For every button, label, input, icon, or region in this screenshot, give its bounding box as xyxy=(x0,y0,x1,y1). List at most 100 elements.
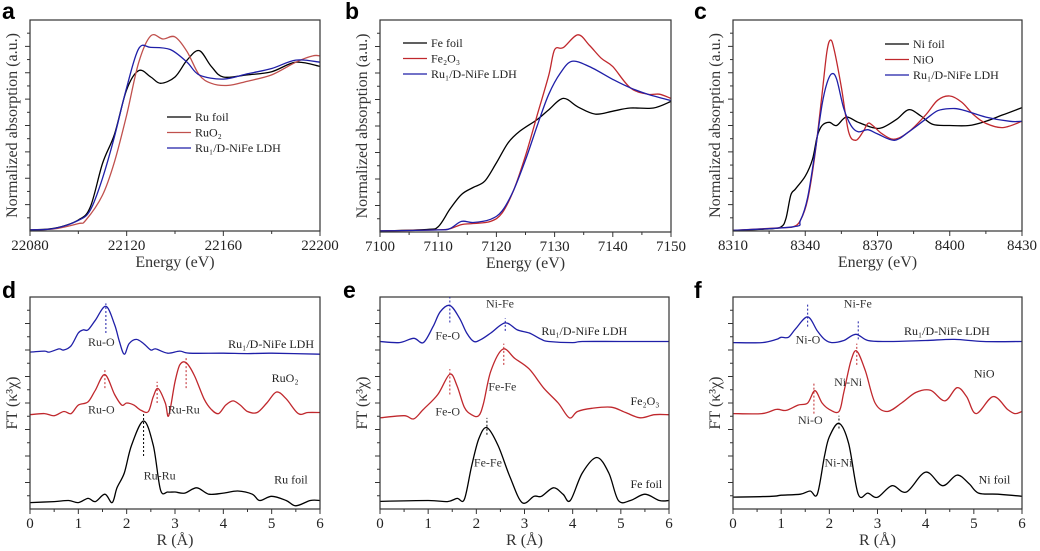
x-axis-label: Energy (eV) xyxy=(486,255,565,272)
legend-label: Fe₂O₃ xyxy=(431,52,460,66)
panel-letter: d xyxy=(2,277,16,303)
x-tick-label: 3 xyxy=(874,516,882,532)
panel-letter: f xyxy=(694,277,702,303)
legend-label: Ni foil xyxy=(913,37,945,51)
legend-label: NiO xyxy=(913,53,934,67)
x-tick-label: 7140 xyxy=(598,239,628,255)
series-line-2 xyxy=(29,420,321,507)
bond-annotation: Ni-Fe xyxy=(486,297,514,311)
bond-annotation: Fe-O xyxy=(435,405,460,419)
x-tick-label: 0 xyxy=(729,516,737,532)
x-tick-label: 6 xyxy=(665,516,673,532)
x-tick-label: 2 xyxy=(826,516,834,532)
x-tick-label: 7130 xyxy=(540,239,570,255)
panel-letter: c xyxy=(694,0,707,24)
panel-letter: a xyxy=(2,0,15,24)
series-line-2 xyxy=(29,44,321,231)
x-tick-label: 7100 xyxy=(365,239,395,255)
series-line-2 xyxy=(732,422,1023,499)
x-tick-label: 22080 xyxy=(11,238,49,254)
x-tick-label: 6 xyxy=(1018,516,1026,532)
bond-annotation: Fe-Fe xyxy=(474,456,502,470)
x-tick-label: 4 xyxy=(922,516,930,532)
series-line-2 xyxy=(732,72,1023,232)
series-label: Ru₁/D-NiFe LDH xyxy=(541,324,627,338)
x-tick-label: 8400 xyxy=(935,238,965,254)
y-axis-label: Normalized absorption (a.u.) xyxy=(707,33,724,218)
series-line-0 xyxy=(732,106,1023,232)
series-line-1 xyxy=(29,361,321,418)
x-tick-label: 0 xyxy=(26,516,34,532)
series-line-1 xyxy=(379,34,672,232)
y-axis-label: FT (κ³χ) xyxy=(707,377,724,430)
bond-annotation: Ru-O xyxy=(88,335,115,349)
panel-c: c 8310 8340 8370 8400 8430 Energy (eV) Normaliz… xyxy=(694,0,1037,271)
series-line-0 xyxy=(29,305,321,355)
x-tick-label: 4 xyxy=(220,516,228,532)
series-line-0 xyxy=(379,304,669,344)
x-tick-label: 1 xyxy=(777,516,785,532)
bond-annotation: Ru-Ru xyxy=(168,403,200,417)
panel-e: e 0 1 2 3 4 5 6 R (Å) FT (κ³χ) Ru₁/D-NiFe LDH Fe₂O₃… xyxy=(343,277,673,549)
panel-letter: e xyxy=(343,277,356,303)
legend-label: Ru₁/D-NiFe LDH xyxy=(195,141,281,155)
plot-frame xyxy=(379,19,672,233)
series-line-1 xyxy=(732,350,1023,415)
series-line-0 xyxy=(379,97,672,232)
bond-annotation: Ru-Ru xyxy=(144,468,176,482)
x-tick-label: 2 xyxy=(473,516,481,532)
x-tick-label: 8310 xyxy=(718,238,748,254)
y-axis-label: FT (κ³χ) xyxy=(4,377,21,430)
x-tick-label: 6 xyxy=(316,516,324,532)
x-tick-label: 1 xyxy=(424,516,432,532)
series-line-0 xyxy=(29,49,321,231)
panel-letter: b xyxy=(345,0,359,24)
x-tick-label: 3 xyxy=(521,516,529,532)
x-tick-label: 22200 xyxy=(301,238,339,254)
legend-label: Ru foil xyxy=(195,110,229,124)
series-line-2 xyxy=(379,60,672,232)
y-axis-label: Normalized absorption (a.u.) xyxy=(354,34,371,219)
panel-f: f 0 1 2 3 4 5 6 R (Å) FT (κ³χ) Ru₁/D-NiFe LDH NiO Ni… xyxy=(694,277,1026,549)
x-tick-label: 22120 xyxy=(108,238,146,254)
x-axis-label: R (Å) xyxy=(859,531,896,549)
series-label: Ru₁/D-NiFe LDH xyxy=(228,337,314,351)
x-tick-label: 5 xyxy=(617,516,625,532)
series-line-1 xyxy=(29,34,321,231)
x-tick-label: 22160 xyxy=(205,238,243,254)
legend-label: Ru₁/D-NiFe LDH xyxy=(913,68,999,82)
series-line-1 xyxy=(379,348,670,420)
series-label: Ni foil xyxy=(979,473,1011,487)
x-tick-label: 4 xyxy=(569,516,577,532)
x-tick-label: 7120 xyxy=(481,239,511,255)
x-axis-label: Energy (eV) xyxy=(838,254,917,271)
series-label: RuO₂ xyxy=(272,371,299,385)
panel-a: a 22080 22120 22160 22200 Energy (eV) Normaliz… xyxy=(2,0,339,271)
panel-b: b 7100 7110 7120 7130 7140 7150 Energy (eV) Norm… xyxy=(345,0,686,272)
x-axis-label: R (Å) xyxy=(506,531,543,549)
bond-annotation: Ni-Ni xyxy=(825,456,854,470)
bond-annotation: Fe-O xyxy=(435,328,460,342)
bond-annotation: Ni-Ni xyxy=(834,375,863,389)
y-axis-label: FT (κ³χ) xyxy=(354,377,371,430)
bond-annotation: Fe-Fe xyxy=(488,379,516,393)
series-label: Fe₂O₃ xyxy=(630,394,659,408)
y-axis-label: Normalized absorption (a.u.) xyxy=(4,33,21,218)
x-tick-label: 0 xyxy=(376,516,384,532)
legend-label: Ru₁/D-NiFe LDH xyxy=(431,67,517,81)
x-tick-label: 7110 xyxy=(423,239,452,255)
plot-frame xyxy=(732,19,1023,232)
bond-annotation: Ni-Fe xyxy=(844,297,872,311)
x-tick-label: 1 xyxy=(75,516,83,532)
legend-label: RuO₂ xyxy=(195,126,222,140)
panel-d: d 0 1 2 3 4 5 6 R (Å) FT (κ³χ) Ru₁/D-NiFe LDH RuO₂ R… xyxy=(2,277,324,549)
series-line-2 xyxy=(379,426,670,504)
bond-annotation: Ni-O xyxy=(798,413,823,427)
x-tick-label: 8430 xyxy=(1007,238,1037,254)
series-label: Ru foil xyxy=(274,473,308,487)
legend-label: Fe foil xyxy=(431,36,463,50)
series-label: NiO xyxy=(974,367,995,381)
x-tick-label: 7150 xyxy=(656,239,686,255)
series-line-0 xyxy=(732,316,1023,344)
